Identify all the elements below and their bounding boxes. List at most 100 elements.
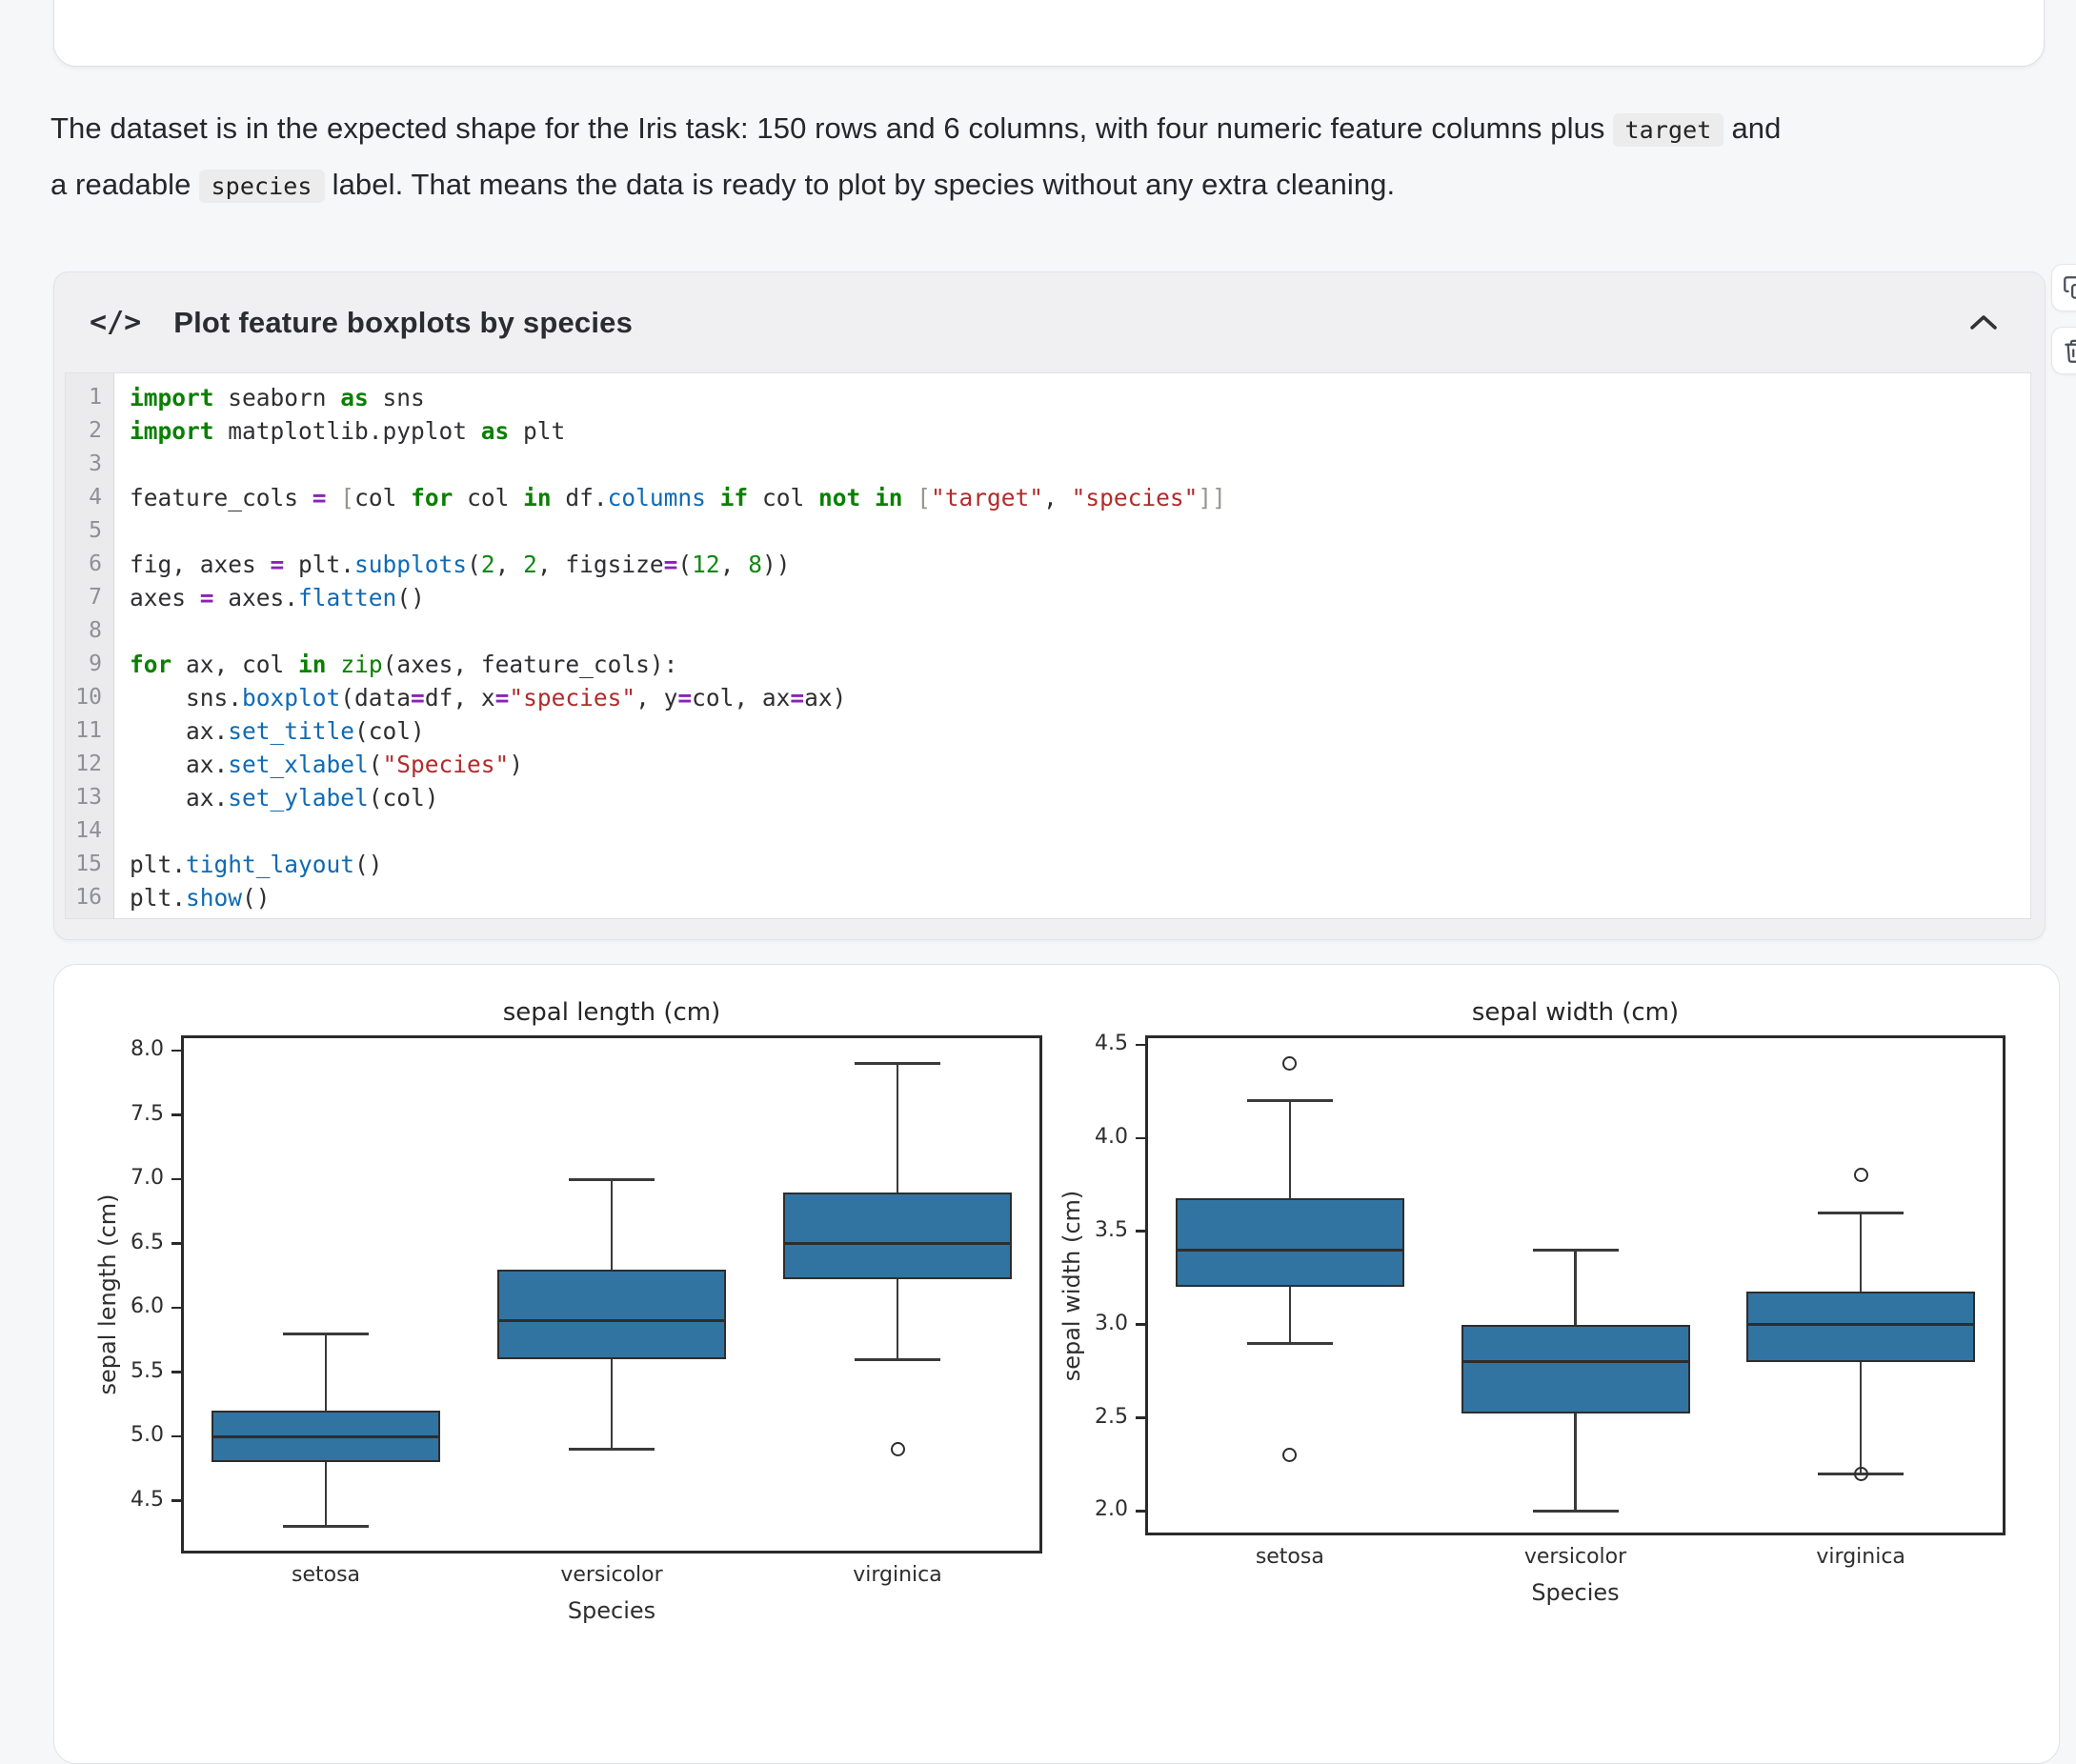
box-virginica — [1746, 1292, 1976, 1362]
code-text — [113, 614, 130, 648]
line-number: 11 — [75, 718, 102, 743]
y-tick-label: 6.0 — [131, 1294, 164, 1319]
upper-whisker — [1574, 1250, 1577, 1325]
line-number: 1 — [89, 385, 102, 410]
code-line: 6 fig, axes = plt.subplots(2, 2, figsize=… — [66, 548, 2030, 581]
code-text: fig, axes = plt.subplots(2, 2, figsize=(… — [130, 551, 791, 578]
y-axis-label: sepal width (cm) — [1058, 1190, 1085, 1381]
code-text: feature_cols = [col for col in df.column… — [130, 484, 1226, 511]
analysis-text-line-1: The dataset is in the expected shape for… — [50, 101, 2013, 157]
y-axis-label: sepal length (cm) — [94, 1193, 121, 1395]
code-line: 15 plt.tight_layout() — [66, 848, 2030, 881]
x-tick-label: virginica — [853, 1563, 942, 1587]
x-tick-label: setosa — [291, 1563, 361, 1587]
code-editor: 1 import seaborn as sns 2 import matplotlib… — [65, 372, 2031, 919]
code-lines: 1 import seaborn as sns 2 import matplotlib… — [66, 373, 2030, 918]
line-number: 9 — [89, 651, 102, 676]
y-tick-mark — [171, 1242, 183, 1245]
copy-button[interactable] — [2051, 264, 2076, 311]
code-text: ax.set_xlabel("Species") — [130, 751, 524, 778]
code-text: axes = axes.flatten() — [130, 584, 425, 611]
y-tick-label: 7.5 — [131, 1101, 164, 1126]
whisker-cap — [283, 1525, 369, 1529]
median-line — [1175, 1248, 1404, 1252]
y-tick-mark — [1136, 1416, 1147, 1419]
code-line: 14 — [66, 814, 2030, 848]
chat-canvas: { "intro": { "line1_pre": "The dataset i… — [50, 0, 2076, 1764]
y-tick-mark — [171, 1434, 183, 1438]
y-tick-label: 7.0 — [131, 1166, 164, 1191]
whisker-cap — [569, 1177, 655, 1181]
code-line: 11 ax.set_title(col) — [66, 714, 2030, 748]
box-virginica — [783, 1192, 1012, 1279]
code-line: 10 sns.boxplot(data=df, x="species", y=c… — [66, 681, 2030, 714]
lower-whisker — [1288, 1287, 1292, 1344]
inline-code-target: target — [1612, 113, 1724, 147]
y-tick-mark — [1136, 1043, 1147, 1047]
outlier-point — [890, 1442, 905, 1457]
text-segment: label. That means the data is ready to p… — [332, 168, 1396, 201]
analysis-text: The dataset is in the expected shape for… — [50, 101, 2013, 213]
whisker-cap — [855, 1062, 940, 1066]
text-segment: a readable — [50, 168, 191, 201]
line-number: 15 — [75, 852, 102, 876]
code-line: 2 import matplotlib.pyplot as plt — [66, 414, 2030, 448]
upper-whisker — [324, 1333, 328, 1412]
y-tick-mark — [171, 1371, 183, 1373]
code-line: 16 plt.show() — [66, 881, 2030, 914]
x-tick-label: virginica — [1816, 1545, 1905, 1569]
y-tick-label: 4.5 — [1095, 1031, 1128, 1055]
line-number: 6 — [89, 551, 102, 576]
y-tick-label: 4.0 — [1095, 1124, 1128, 1149]
delete-button[interactable] — [2051, 327, 2076, 374]
code-text — [113, 814, 130, 848]
median-line — [497, 1319, 726, 1323]
upper-whisker — [896, 1063, 899, 1193]
whisker-cap — [1818, 1211, 1905, 1214]
plot-output-card: sepal length (cm) 8.0 7.5 7.0 6.5 6.0 5.5 5.0 4.… — [53, 964, 2060, 1764]
code-text: import seaborn as sns — [130, 384, 425, 411]
line-number: 3 — [89, 451, 102, 476]
y-tick-label: 3.5 — [1095, 1217, 1128, 1242]
line-number: 5 — [89, 518, 102, 543]
subplot-title: sepal length (cm) — [502, 998, 721, 1027]
upper-whisker — [1288, 1100, 1292, 1199]
upper-whisker — [610, 1179, 614, 1270]
line-number: 13 — [75, 785, 102, 810]
lower-whisker — [1574, 1413, 1577, 1512]
chevron-up-icon — [1969, 313, 1998, 333]
outlier-point — [1282, 1055, 1298, 1071]
code-line: 13 ax.set_ylabel(col) — [66, 781, 2030, 814]
subplot-title: sepal width (cm) — [1471, 998, 1680, 1027]
y-tick-mark — [171, 1177, 183, 1181]
y-tick-mark — [171, 1113, 183, 1116]
analysis-text-line-2: a readable species label. That means the d… — [50, 157, 2013, 213]
whisker-cap — [1532, 1509, 1619, 1513]
y-tick-mark — [171, 1306, 183, 1310]
line-number: 8 — [89, 618, 102, 643]
text-segment: and — [1731, 111, 1782, 145]
box-setosa — [1175, 1198, 1404, 1288]
x-tick-label: versicolor — [560, 1563, 663, 1587]
line-number: 4 — [89, 485, 102, 510]
collapse-button[interactable] — [1961, 302, 2006, 344]
whisker-cap — [855, 1357, 940, 1361]
outlier-point — [1853, 1466, 1868, 1481]
y-tick-label: 8.0 — [131, 1037, 164, 1062]
whisker-cap — [1532, 1248, 1619, 1252]
line-number-gutter — [66, 373, 114, 918]
line-number: 12 — [75, 752, 102, 776]
median-line — [1461, 1360, 1690, 1364]
code-cell-header[interactable]: </> Plot feature boxplots by species — [54, 272, 2045, 372]
y-tick-label: 2.0 — [1095, 1497, 1128, 1522]
lower-whisker — [896, 1278, 899, 1360]
median-line — [212, 1434, 440, 1438]
lower-whisker — [610, 1359, 614, 1450]
code-text: for ax, col in zip(axes, feature_cols): — [130, 651, 678, 678]
code-text — [113, 514, 130, 548]
box-versicolor — [497, 1269, 726, 1360]
whisker-cap — [1246, 1341, 1333, 1345]
x-axis-label: Species — [1531, 1579, 1620, 1606]
line-number: 14 — [75, 818, 102, 843]
code-cell-title: Plot feature boxplots by species — [173, 305, 634, 339]
